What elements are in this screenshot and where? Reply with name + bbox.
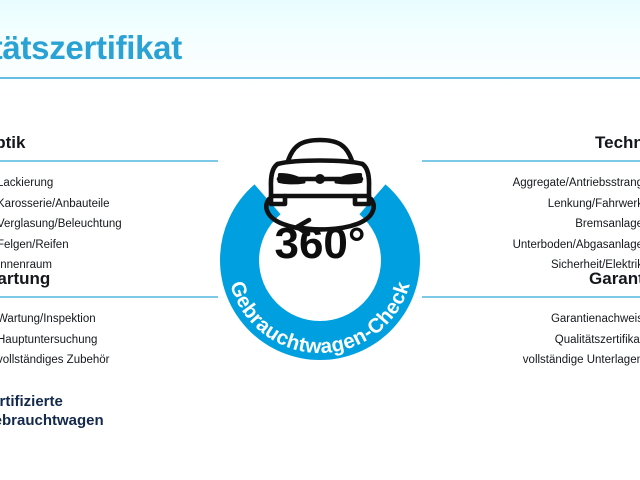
list-item: Aggregate/Antriebsstrang <box>422 173 640 194</box>
section-wartung-list: Wartung/Inspektion Hauptuntersuchung vol… <box>0 309 218 371</box>
list-item: Lackierung <box>0 173 218 194</box>
section-technik-list: Aggregate/Antriebsstrang Lenkung/Fahrwer… <box>422 173 640 276</box>
list-item-label: Wartung/Inspektion <box>0 313 96 325</box>
section-optik: Optik Lackierung Karosserie/Anbauteile V… <box>0 133 218 276</box>
list-item-label: Aggregate/Antriebsstrang <box>512 177 640 189</box>
section-garantie: Garantie Garantienachweis Qualitätszerti… <box>422 269 640 371</box>
brand-line-1: Zertifizierte <box>0 393 63 410</box>
list-item: Verglasung/Beleuchtung <box>0 214 218 235</box>
list-item-label: Lackierung <box>0 177 54 189</box>
list-item: Wartung/Inspektion <box>0 309 218 330</box>
section-garantie-heading: Garantie <box>589 269 640 288</box>
list-item-label: vollständiges Zubehör <box>0 354 110 366</box>
section-technik-heading: Technik <box>595 133 640 152</box>
list-item: Sicherheit/Elektrik <box>422 255 640 276</box>
list-item-label: Lenkung/Fahrwerk <box>547 197 640 210</box>
list-item-label: Sicherheit/Elektrik <box>550 259 640 271</box>
section-optik-list: Lackierung Karosserie/Anbauteile Verglas… <box>0 173 218 276</box>
section-garantie-list: Garantienachweis Qualitätszertifikat vol… <box>422 309 640 371</box>
brand-line-2: Gebrauchtwagen <box>0 412 104 429</box>
list-item-label: Karosserie/Anbauteile <box>0 197 110 210</box>
section-optik-heading: Optik <box>0 133 26 152</box>
list-item: Karosserie/Anbauteile <box>0 194 218 215</box>
list-item-label: Innenraum <box>0 259 52 271</box>
logo-svg: 360° Gebrauchtwagen-Check <box>220 137 420 360</box>
blue-ring <box>220 184 420 360</box>
list-item-label: Qualitätszertifikat <box>554 333 640 346</box>
list-item: Innenraum <box>0 255 218 276</box>
section-wartung-divider <box>0 296 218 298</box>
list-item-label: Garantienachweis <box>550 313 640 325</box>
section-technik-divider <box>422 160 640 162</box>
list-item-label: Unterboden/Abgasanlage <box>512 238 640 251</box>
list-item: Hauptuntersuchung <box>0 330 218 351</box>
section-wartung: Wartung Wartung/Inspektion Hauptuntersuc… <box>0 269 218 371</box>
car-rotation-icon <box>264 137 376 237</box>
list-item: Lenkung/Fahrwerk <box>422 194 640 215</box>
list-item-label: Verglasung/Beleuchtung <box>0 218 122 230</box>
section-garantie-divider <box>422 296 640 298</box>
list-item: Garantienachweis <box>422 309 640 330</box>
section-wartung-heading: Wartung <box>0 269 51 288</box>
section-optik-divider <box>0 160 218 162</box>
title-divider <box>0 77 640 79</box>
page-title: litätszertifikat <box>0 29 182 66</box>
list-item: Unterboden/Abgasanlage <box>422 235 640 256</box>
list-item-label: Bremsanlage <box>575 218 640 230</box>
list-item: Bremsanlage <box>422 214 640 235</box>
list-item-label: Felgen/Reifen <box>0 238 69 251</box>
list-item: Qualitätszertifikat <box>422 330 640 351</box>
list-item: vollständige Unterlagen <box>422 350 640 371</box>
list-item: vollständiges Zubehör <box>0 350 218 371</box>
list-item-label: Hauptuntersuchung <box>0 333 98 346</box>
list-item: Felgen/Reifen <box>0 235 218 256</box>
section-technik: Technik Aggregate/Antriebsstrang Lenkung… <box>422 133 640 276</box>
gebrauchtwagen-check-logo: 360° Gebrauchtwagen-Check <box>205 112 435 360</box>
list-item-label: vollständige Unterlagen <box>522 354 640 366</box>
brand-text: Zertifizierte Gebrauchtwagen <box>0 392 104 430</box>
